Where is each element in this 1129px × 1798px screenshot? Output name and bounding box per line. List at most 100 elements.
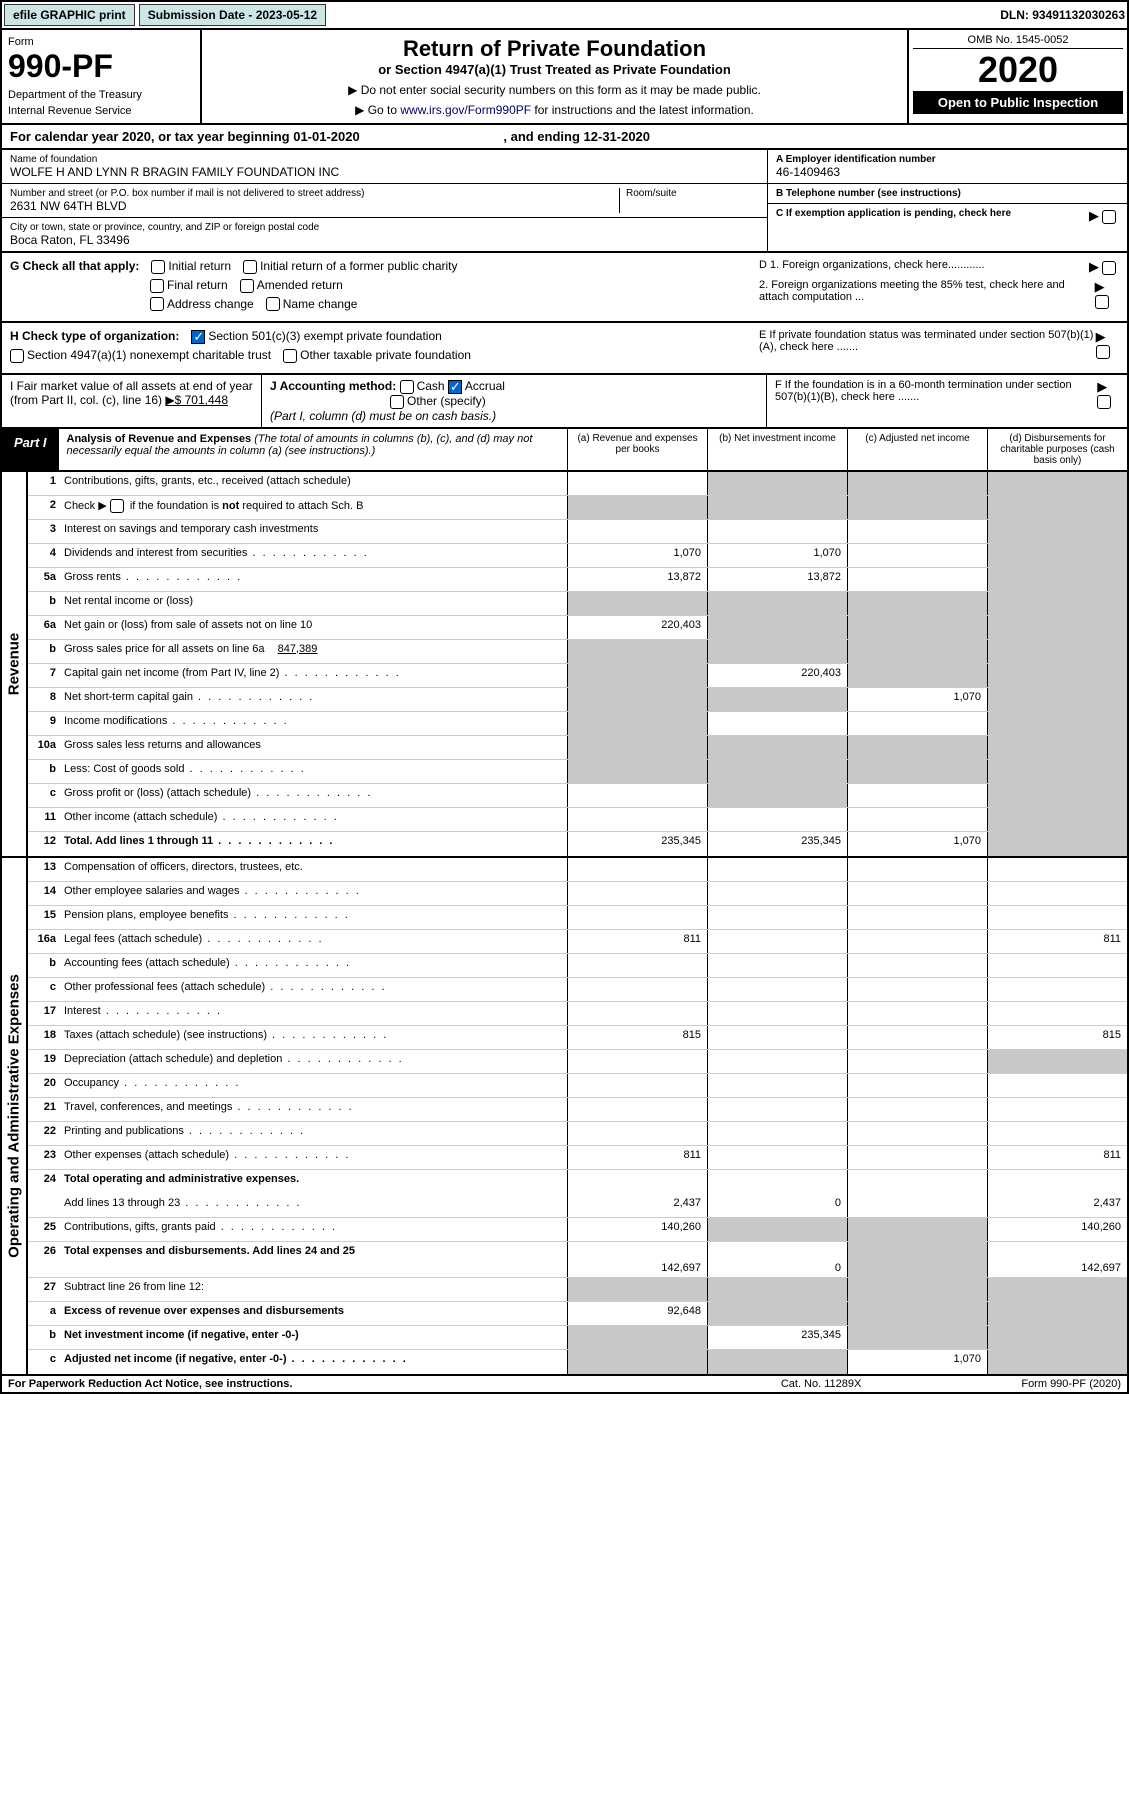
cb-schb[interactable]: [110, 499, 124, 513]
other-method-label: Other (specify): [407, 394, 486, 408]
form-title: Return of Private Foundation: [208, 36, 901, 62]
cb-cash[interactable]: [400, 380, 414, 394]
col-d-header: (d) Disbursements for charitable purpose…: [987, 429, 1127, 470]
form-number: 990-PF: [8, 48, 194, 85]
omb-number: OMB No. 1545-0052: [913, 34, 1123, 49]
i-block: I Fair market value of all assets at end…: [2, 375, 262, 427]
r27c-c: 1,070: [847, 1350, 987, 1374]
row-3: Interest on savings and temporary cash i…: [60, 520, 567, 543]
r4-a: 1,070: [567, 544, 707, 567]
row-9: Income modifications: [60, 712, 567, 735]
part1-label: Part I: [2, 429, 59, 470]
d1-label: D 1. Foreign organizations, check here..…: [759, 259, 985, 275]
other-taxable-label: Other taxable private foundation: [300, 348, 471, 362]
cb-initial-former[interactable]: [243, 260, 257, 274]
g-label: G Check all that apply:: [10, 259, 139, 273]
instruction-1: ▶ Do not enter social security numbers o…: [208, 83, 901, 97]
form-title-block: Return of Private Foundation or Section …: [202, 30, 907, 123]
cash-label: Cash: [417, 379, 445, 393]
dln: DLN: 93491132030263: [1000, 8, 1125, 22]
calendar-year-line: For calendar year 2020, or tax year begi…: [0, 125, 1129, 150]
cb-final[interactable]: [150, 279, 164, 293]
irs-label: Internal Revenue Service: [8, 105, 194, 117]
city-value: Boca Raton, FL 33496: [10, 233, 759, 247]
part1-header: Part I Analysis of Revenue and Expenses …: [0, 429, 1129, 472]
row-8: Net short-term capital gain: [60, 688, 567, 711]
initial-former: Initial return of a former public charit…: [260, 259, 457, 273]
row-18: Taxes (attach schedule) (see instruction…: [60, 1026, 567, 1049]
d1-checkbox[interactable]: [1102, 261, 1116, 275]
cb-initial[interactable]: [151, 260, 165, 274]
r26-b: 0: [707, 1242, 847, 1277]
row-4: Dividends and interest from securities: [60, 544, 567, 567]
foundation-name-cell: Name of foundation WOLFE H AND LYNN R BR…: [2, 150, 767, 184]
e-checkbox[interactable]: [1096, 345, 1110, 359]
cb-other-taxable[interactable]: [283, 349, 297, 363]
r27a-a: 92,648: [567, 1302, 707, 1325]
open-public: Open to Public Inspection: [913, 91, 1123, 114]
form-number-block: Form 990-PF Department of the Treasury I…: [2, 30, 202, 123]
foundation-name: WOLFE H AND LYNN R BRAGIN FAMILY FOUNDAT…: [10, 165, 759, 179]
expenses-side-label: Operating and Administrative Expenses: [2, 858, 28, 1374]
part1-title: Analysis of Revenue and Expenses: [67, 433, 252, 445]
name-change: Name change: [283, 297, 358, 311]
accrual-label: Accrual: [465, 379, 505, 393]
cb-name-change[interactable]: [266, 297, 280, 311]
cb-accrual[interactable]: [448, 380, 462, 394]
cb-4947[interactable]: [10, 349, 24, 363]
revenue-section: Revenue 1Contributions, gifts, grants, e…: [0, 472, 1129, 858]
row-12: Total. Add lines 1 through 11: [60, 832, 567, 856]
row-6b: Gross sales price for all assets on line…: [60, 640, 567, 663]
row-24b: Add lines 13 through 23: [60, 1194, 567, 1217]
i-value: ▶$ 701,448: [165, 393, 228, 407]
row-25: Contributions, gifts, grants paid: [60, 1218, 567, 1241]
efile-print-button[interactable]: efile GRAPHIC print: [4, 4, 135, 26]
d2-checkbox[interactable]: [1095, 295, 1109, 309]
r24-b: 0: [707, 1194, 847, 1217]
submission-date: Submission Date - 2023-05-12: [139, 4, 326, 26]
telephone-cell: B Telephone number (see instructions): [768, 184, 1127, 204]
row-23: Other expenses (attach schedule): [60, 1146, 567, 1169]
cb-amended[interactable]: [240, 279, 254, 293]
cb-address-change[interactable]: [150, 297, 164, 311]
r6b-val: 847,389: [278, 643, 318, 655]
address-cell: Number and street (or P.O. box number if…: [2, 184, 767, 218]
revenue-side-label: Revenue: [2, 472, 28, 856]
r8-c: 1,070: [847, 688, 987, 711]
dept-treasury: Department of the Treasury: [8, 89, 194, 101]
s4947-label: Section 4947(a)(1) nonexempt charitable …: [27, 348, 271, 362]
c-checkbox[interactable]: [1102, 210, 1116, 224]
footer-left: For Paperwork Reduction Act Notice, see …: [8, 1378, 781, 1390]
r5a-b: 13,872: [707, 568, 847, 591]
city-cell: City or town, state or province, country…: [2, 218, 767, 251]
top-bar: efile GRAPHIC print Submission Date - 20…: [0, 0, 1129, 30]
final-return: Final return: [167, 278, 228, 292]
r23-d: 811: [987, 1146, 1127, 1169]
tel-label: B Telephone number (see instructions): [776, 188, 1119, 199]
address-label: Number and street (or P.O. box number if…: [10, 188, 619, 199]
f-block: F If the foundation is in a 60-month ter…: [767, 375, 1127, 427]
row-15: Pension plans, employee benefits: [60, 906, 567, 929]
cb-501c3[interactable]: [191, 330, 205, 344]
f-checkbox[interactable]: [1097, 395, 1111, 409]
j-label: J Accounting method:: [270, 379, 396, 393]
col-a-header: (a) Revenue and expenses per books: [567, 429, 707, 470]
row-27c: Adjusted net income (if negative, enter …: [60, 1350, 567, 1374]
r16a-d: 811: [987, 930, 1127, 953]
row-27a: Excess of revenue over expenses and disb…: [60, 1302, 567, 1325]
cb-other-method[interactable]: [390, 395, 404, 409]
col-c-header: (c) Adjusted net income: [847, 429, 987, 470]
room-label: Room/suite: [626, 188, 759, 199]
footer: For Paperwork Reduction Act Notice, see …: [0, 1376, 1129, 1394]
c-pending-label: C If exemption application is pending, c…: [776, 208, 1011, 224]
row-22: Printing and publications: [60, 1122, 567, 1145]
row-21: Travel, conferences, and meetings: [60, 1098, 567, 1121]
row-2: Check ▶ if the foundation is not require…: [60, 496, 567, 519]
r24-a: 2,437: [567, 1194, 707, 1217]
expenses-section: Operating and Administrative Expenses 13…: [0, 858, 1129, 1376]
irs-link[interactable]: www.irs.gov/Form990PF: [400, 103, 531, 117]
part1-desc: Analysis of Revenue and Expenses (The to…: [59, 429, 567, 470]
row-16b: Accounting fees (attach schedule): [60, 954, 567, 977]
r7-b: 220,403: [707, 664, 847, 687]
r26-d: 142,697: [987, 1242, 1127, 1277]
